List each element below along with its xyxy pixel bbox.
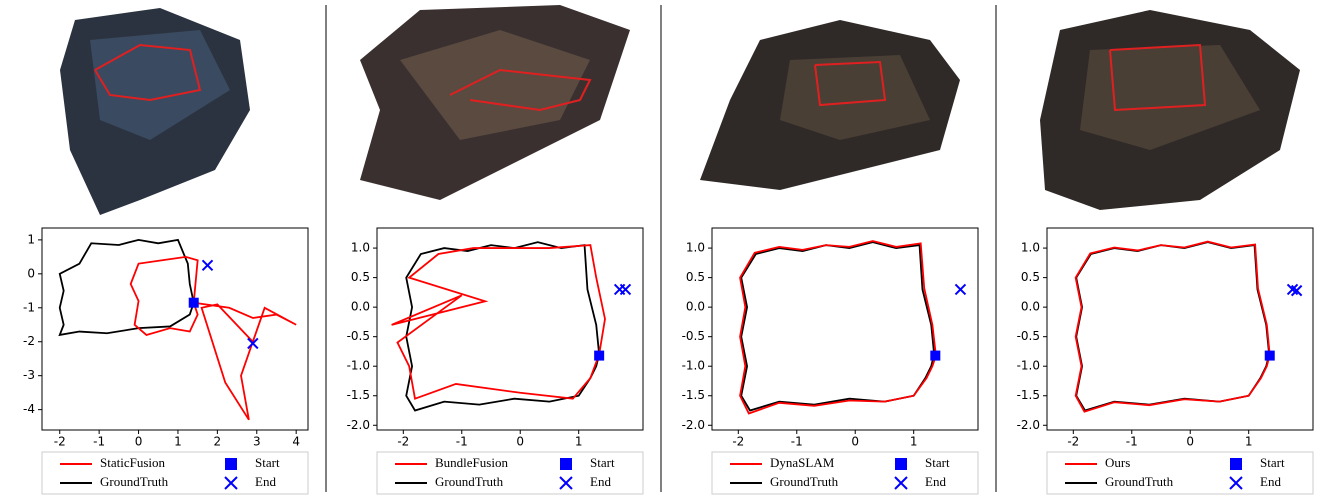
y-tick-label: -2.0 [682,418,705,432]
start-marker [189,298,199,308]
legend-label: GroundTruth [100,474,169,489]
y-tick-label: 0.0 [1021,300,1040,314]
trajectory [1076,242,1269,410]
legend-label: End [255,474,276,489]
start-marker [930,351,940,361]
start-marker [1265,351,1275,361]
trajectory [1076,242,1270,412]
x-tick-label: 0 [516,435,524,449]
y-tick-label: -1.0 [347,359,370,373]
end-marker [203,260,213,270]
plot-area [740,241,965,413]
reconstruction-1 [60,8,250,215]
plot-area [60,240,296,420]
trajectory-chart: -2 -1 0 1 1.0 0.5 0.0 -0.5 -1.0 -1.5 -2.0 Ours Groun… [1017,228,1313,494]
figure: -2 -1 0 1 2 3 4 1 0 -1 -2 -3 -4 StaticFusion GroundTru… [0,0,1319,497]
y-tick-label: -1.5 [347,388,370,402]
plot-area [1076,242,1302,412]
x-tick-label: -1 [1126,435,1138,449]
end-marker [620,284,630,294]
legend: StaticFusion GroundTruth Start End [42,452,308,494]
x-tick-label: -1 [456,435,468,449]
x-tick-label: 2 [214,435,222,449]
y-tick-label: 1.0 [1021,241,1040,255]
reconstruction-2 [360,5,630,200]
trajectory [740,241,936,413]
trajectory [392,245,605,399]
y-tick-label: -2.0 [1017,418,1040,432]
reconstruction-images [60,5,1300,215]
legend: Ours GroundTruth Start End [1047,452,1313,494]
trajectory-chart: -2 -1 0 1 1.0 0.5 0.0 -0.5 -1.0 -1.5 -2.0 BundleFus… [347,228,643,494]
x-tick-label: 1 [575,435,583,449]
legend-label: Start [925,455,950,470]
x-tick-label: 0 [135,435,143,449]
legend-label: StaticFusion [100,455,166,470]
y-tick-label: -1 [23,300,35,314]
y-tick-label: 0 [27,266,35,280]
legend-square [895,458,907,470]
legend-label: DynaSLAM [770,455,835,470]
y-tick-label: -3 [23,368,35,382]
legend-label: GroundTruth [1105,474,1174,489]
reconstruction-3 [700,20,960,190]
y-tick-label: -1.0 [682,359,705,373]
legend: DynaSLAM GroundTruth Start End [712,452,978,494]
start-marker [594,351,604,361]
reconstruction-4 [1040,10,1300,210]
legend-label: Start [1260,455,1285,470]
trajectory-chart: -2 -1 0 1 2 3 4 1 0 -1 -2 -3 -4 StaticFusion GroundTru… [23,228,308,494]
legend-square [560,458,572,470]
legend: BundleFusion GroundTruth Start End [377,452,643,494]
y-tick-label: 1 [27,232,35,246]
legend-label: End [925,474,946,489]
y-tick-label: 1.0 [686,241,705,255]
x-tick-label: -1 [93,435,105,449]
y-tick-label: -2.0 [347,418,370,432]
legend-square [1230,458,1242,470]
legend-label: BundleFusion [435,455,508,470]
legend-square [225,458,237,470]
trajectory [406,242,599,410]
trajectory [131,257,297,420]
x-tick-label: 3 [253,435,261,449]
y-tick-label: 0.5 [1021,270,1040,284]
plot-area [392,242,631,410]
y-tick-label: 0.0 [686,300,705,314]
x-tick-label: 1 [910,435,918,449]
trajectory-chart: -2 -1 0 1 1.0 0.5 0.0 -0.5 -1.0 -1.5 -2.0 DynaSLAM G… [682,228,978,494]
x-tick-label: -2 [397,435,409,449]
legend-label: End [590,474,611,489]
y-tick-label: 0.0 [351,300,370,314]
x-tick-label: -2 [732,435,744,449]
y-tick-label: -1.5 [682,388,705,402]
y-tick-label: -4 [23,402,35,416]
trajectory [60,240,194,335]
y-tick-label: -1.0 [1017,359,1040,373]
x-tick-label: 0 [851,435,859,449]
x-tick-label: 0 [1186,435,1194,449]
y-tick-label: 1.0 [351,241,370,255]
y-tick-label: 0.5 [351,270,370,284]
x-tick-label: -1 [791,435,803,449]
legend-label: Start [255,455,280,470]
trajectory [741,242,934,410]
x-tick-label: -2 [1067,435,1079,449]
y-tick-label: -0.5 [1017,329,1040,343]
y-tick-label: -0.5 [682,329,705,343]
y-tick-label: -2 [23,334,35,348]
x-tick-label: 1 [174,435,182,449]
legend-label: Ours [1105,455,1130,470]
legend-label: Start [590,455,615,470]
legend-label: GroundTruth [435,474,504,489]
legend-label: End [1260,474,1281,489]
end-marker [955,284,965,294]
x-tick-label: -2 [54,435,66,449]
y-tick-label: -0.5 [347,329,370,343]
y-tick-label: -1.5 [1017,388,1040,402]
x-tick-label: 4 [292,435,300,449]
x-tick-label: 1 [1245,435,1253,449]
legend-label: GroundTruth [770,474,839,489]
y-tick-label: 0.5 [686,270,705,284]
